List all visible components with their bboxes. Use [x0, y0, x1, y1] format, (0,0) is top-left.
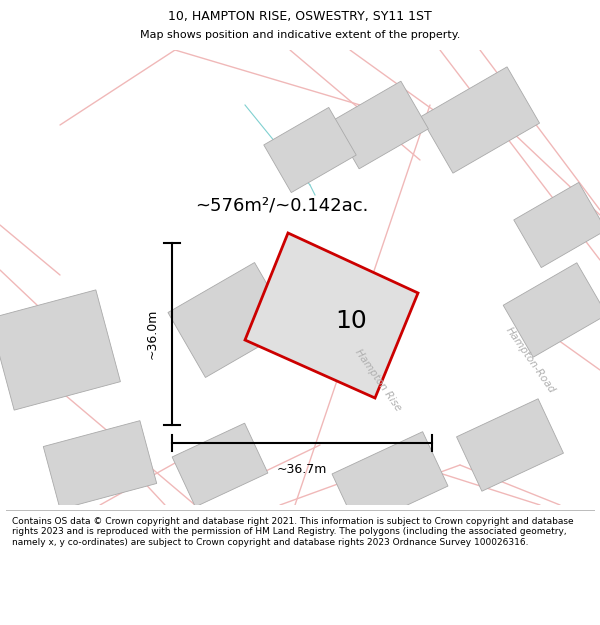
Polygon shape: [43, 421, 157, 509]
Polygon shape: [457, 399, 563, 491]
Text: Hampton Rise: Hampton Rise: [353, 347, 403, 413]
Text: Map shows position and indicative extent of the property.: Map shows position and indicative extent…: [140, 30, 460, 40]
Polygon shape: [0, 290, 121, 410]
Polygon shape: [245, 233, 418, 398]
Polygon shape: [264, 107, 356, 192]
Polygon shape: [332, 432, 448, 528]
Polygon shape: [332, 81, 428, 169]
Polygon shape: [514, 182, 600, 268]
Text: 10, HAMPTON RISE, OSWESTRY, SY11 1ST: 10, HAMPTON RISE, OSWESTRY, SY11 1ST: [168, 10, 432, 23]
Text: ~36.7m: ~36.7m: [277, 463, 327, 476]
Text: ~36.0m: ~36.0m: [146, 309, 158, 359]
Polygon shape: [503, 262, 600, 358]
Text: Contains OS data © Crown copyright and database right 2021. This information is : Contains OS data © Crown copyright and d…: [12, 517, 574, 547]
Polygon shape: [421, 67, 539, 173]
Text: ~576m²/~0.142ac.: ~576m²/~0.142ac.: [195, 196, 368, 214]
Polygon shape: [172, 423, 268, 507]
Text: Hampton-Road: Hampton-Road: [503, 325, 557, 395]
Polygon shape: [168, 262, 292, 378]
Text: 10: 10: [335, 309, 367, 333]
